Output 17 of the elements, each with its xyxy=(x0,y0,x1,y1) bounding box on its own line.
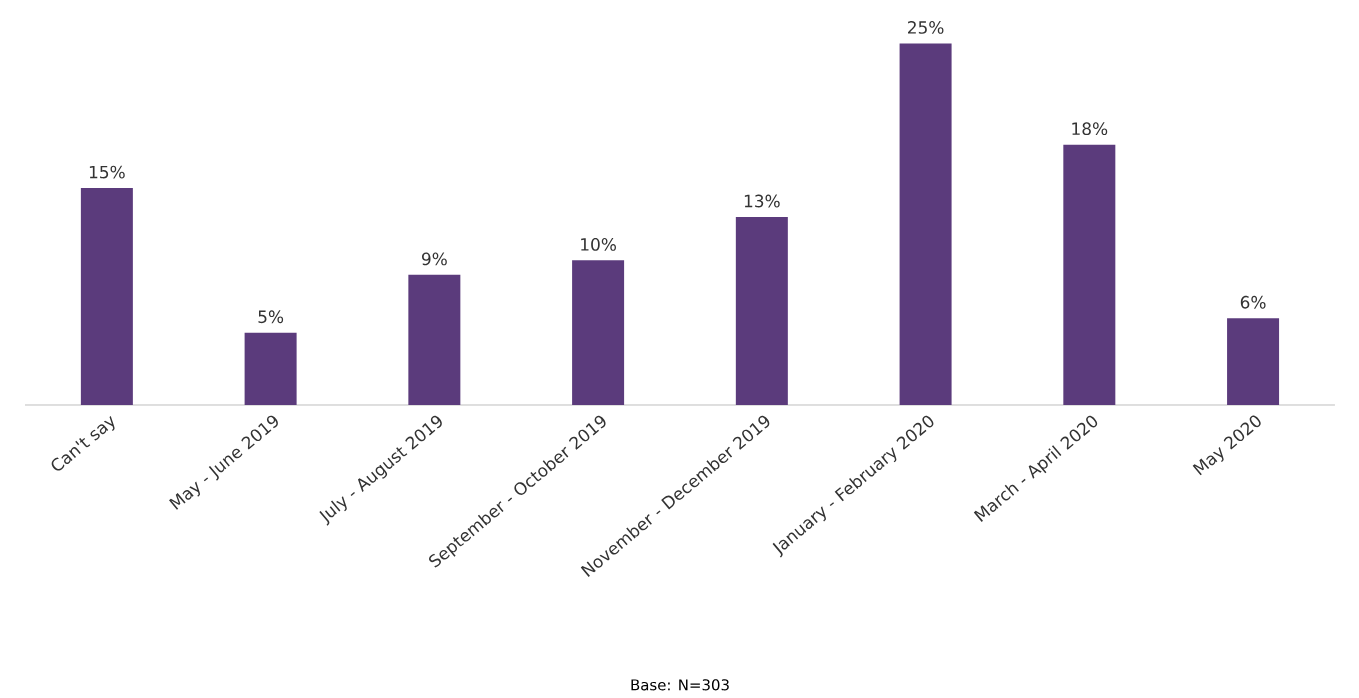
data-label: 5% xyxy=(258,310,284,324)
data-label: 10% xyxy=(581,238,616,251)
bar xyxy=(408,274,461,405)
data-label: 13% xyxy=(744,194,780,208)
text: Base: N=303 xyxy=(631,679,729,691)
bar xyxy=(1063,144,1116,405)
bar xyxy=(1227,318,1280,405)
data-label: 25% xyxy=(908,21,944,34)
data-label: 15% xyxy=(89,165,125,179)
bar xyxy=(735,216,788,405)
data-label: 6% xyxy=(1240,295,1266,309)
bar xyxy=(244,332,297,405)
bar xyxy=(572,260,625,405)
bar xyxy=(80,188,133,405)
data-label: 18% xyxy=(1072,122,1108,136)
data-label: 9% xyxy=(421,252,447,266)
bar xyxy=(899,43,952,405)
